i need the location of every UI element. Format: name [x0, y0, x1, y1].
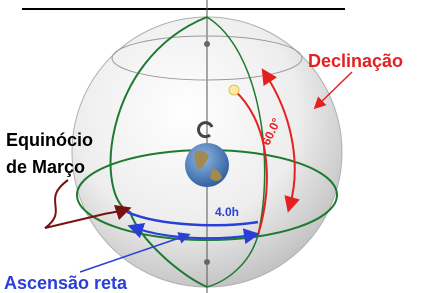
earth [185, 143, 229, 187]
declination-label: Declinação [308, 51, 403, 71]
south-pole [204, 259, 210, 265]
celestial-sphere-diagram: Declinação 60.0° Equinócio de Março 4.0h… [0, 0, 433, 293]
right-ascension-hours: 4.0h [215, 205, 239, 219]
equinox-label-line1: Equinócio [6, 130, 93, 150]
star [229, 85, 239, 95]
right-ascension-label: Ascensão reta [4, 273, 128, 293]
equinox-label-line2: de Março [6, 157, 85, 177]
north-pole [204, 41, 210, 47]
